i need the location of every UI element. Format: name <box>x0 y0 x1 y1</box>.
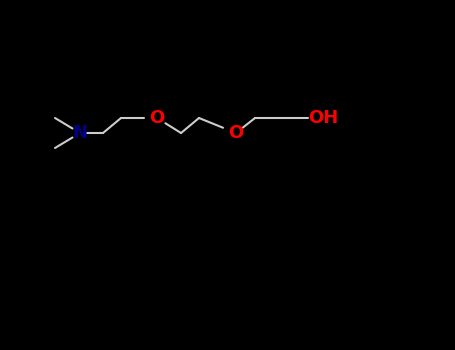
Text: N: N <box>72 124 87 142</box>
Text: O: O <box>228 124 243 142</box>
Text: OH: OH <box>308 109 338 127</box>
Text: O: O <box>149 109 165 127</box>
